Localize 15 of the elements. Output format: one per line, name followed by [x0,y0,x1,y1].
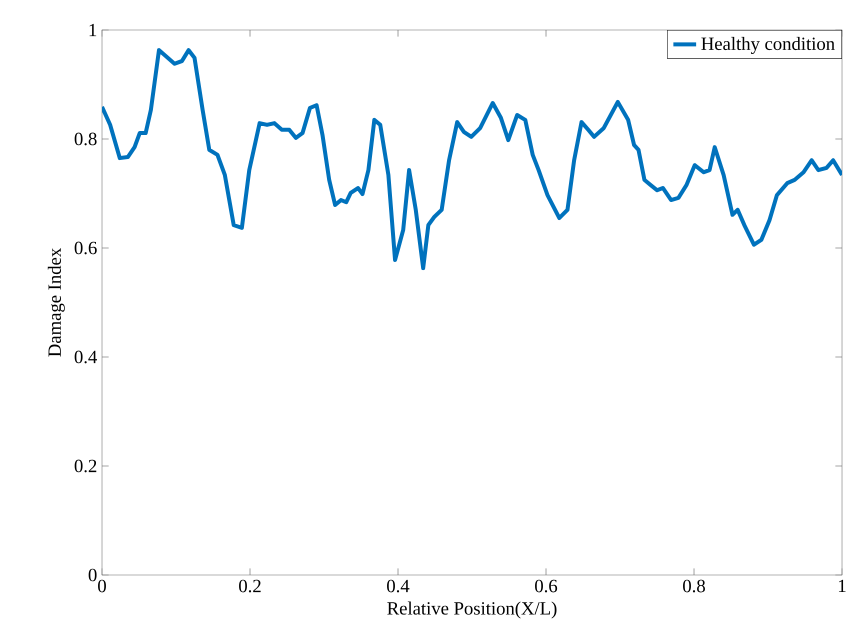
x-tick-label: 1 [838,580,846,592]
x-tick-label: 0.8 [683,580,705,592]
y-tick-label: 1 [90,24,96,36]
x-tick-label: 0.2 [239,580,261,592]
x-axis-title: Relative Position(X/L) [387,602,556,618]
y-tick-label: 0.4 [74,350,98,364]
x-tick-label: 0.4 [387,580,410,592]
y-axis-title: Damage Index [48,248,65,357]
y-tick-label: 0 [88,568,97,582]
x-tick-label: 0.6 [535,580,558,592]
x-tick-label: 0 [98,580,106,592]
y-tick-label: 0.8 [74,132,97,146]
y-tick-label: 0.6 [74,242,97,254]
legend-label: Healthy condition [701,36,835,54]
y-tick-label: 0.2 [74,460,96,472]
